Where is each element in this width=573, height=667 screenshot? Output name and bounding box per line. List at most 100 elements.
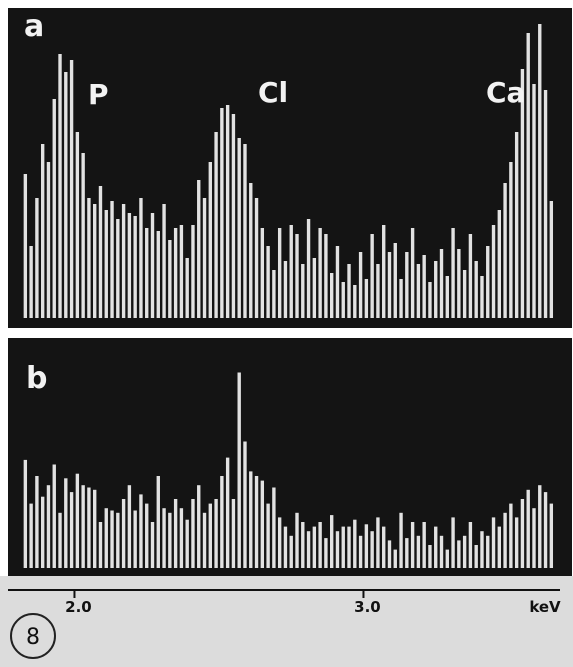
bar (87, 198, 91, 318)
bar (277, 517, 282, 568)
bar (283, 526, 288, 568)
bar (324, 234, 328, 318)
bar (416, 535, 421, 568)
bar (410, 522, 415, 568)
bar (197, 485, 201, 568)
bar (254, 198, 259, 318)
bar (58, 54, 62, 318)
bar (387, 540, 392, 568)
bar (364, 279, 369, 318)
bar (376, 517, 380, 568)
bar (69, 60, 74, 318)
bar (35, 198, 39, 318)
bar (220, 108, 224, 318)
bar (35, 476, 39, 568)
bar (301, 264, 305, 318)
bar (283, 261, 288, 318)
bar (382, 225, 386, 318)
bar (428, 545, 432, 568)
bar (220, 476, 224, 568)
bar (393, 549, 397, 568)
bar (93, 489, 97, 568)
bar (243, 144, 247, 318)
bar (208, 503, 212, 568)
bar (150, 522, 155, 568)
bar (387, 252, 392, 318)
bar (549, 201, 554, 318)
bar (214, 499, 218, 568)
bar (150, 213, 155, 318)
bar (526, 489, 530, 568)
bar (532, 508, 536, 568)
bar (318, 522, 322, 568)
bar (69, 492, 74, 568)
bar (145, 228, 149, 318)
bar (237, 372, 241, 568)
bar (462, 270, 467, 318)
bar (306, 531, 311, 568)
bar (543, 90, 548, 318)
bar (462, 535, 467, 568)
bar (312, 526, 317, 568)
bar (29, 246, 33, 318)
bar (509, 503, 513, 568)
bar (439, 535, 444, 568)
bar (46, 162, 51, 318)
x-axis-label: keV (529, 598, 561, 616)
bar (318, 228, 322, 318)
bar (520, 69, 525, 318)
bar (260, 480, 265, 568)
bar (358, 252, 363, 318)
bar (376, 264, 380, 318)
bar (382, 526, 386, 568)
bar (272, 487, 276, 568)
bar (139, 198, 143, 318)
bar (64, 478, 68, 568)
bar (289, 535, 293, 568)
bar (185, 258, 189, 318)
bar (121, 204, 126, 318)
bar (266, 246, 270, 318)
bar (156, 231, 160, 318)
bar (23, 459, 28, 568)
bar (272, 270, 276, 318)
x-tick-label: 3.0 (354, 598, 381, 616)
bar (75, 473, 80, 568)
bar (306, 219, 311, 318)
bar (439, 249, 444, 318)
bar (162, 508, 166, 568)
bar (202, 198, 207, 318)
bar (179, 225, 184, 318)
bar (509, 162, 513, 318)
bar (405, 252, 409, 318)
bar (110, 510, 114, 568)
bar (480, 276, 484, 318)
bar (197, 180, 201, 318)
bar (405, 538, 409, 568)
bar (514, 132, 519, 318)
bar (399, 512, 403, 568)
bar (335, 246, 340, 318)
bar (468, 234, 473, 318)
bar (503, 183, 507, 318)
bar (277, 228, 282, 318)
bar (249, 471, 253, 568)
bar (254, 476, 259, 568)
bar (81, 485, 85, 568)
bar (29, 503, 33, 568)
bar (249, 183, 253, 318)
bar (445, 549, 449, 568)
bar (52, 464, 56, 568)
bar (179, 508, 184, 568)
bar (329, 515, 334, 568)
bar (145, 503, 149, 568)
bar (474, 545, 478, 568)
bar (451, 228, 455, 318)
bar (364, 524, 369, 568)
bar (162, 204, 166, 318)
bar (133, 510, 137, 568)
bar (410, 228, 415, 318)
bar (312, 258, 317, 318)
bar (347, 264, 351, 318)
